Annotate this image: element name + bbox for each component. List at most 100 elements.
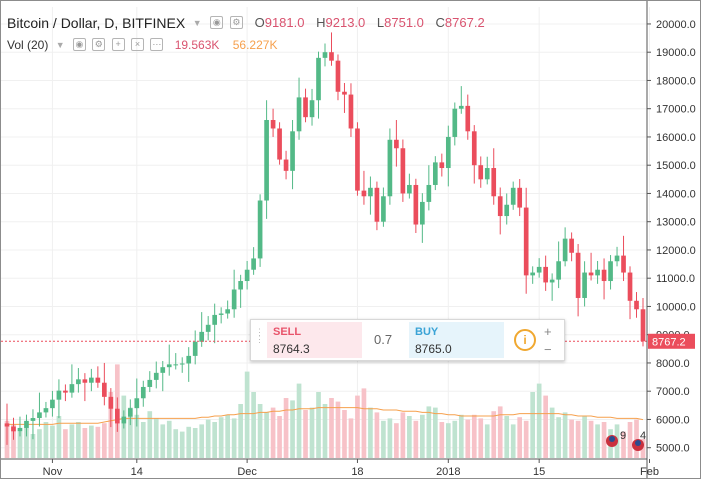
y-tick-label: 11000.0 (656, 273, 695, 285)
candle-body (11, 426, 16, 432)
candle-body (608, 261, 613, 282)
volume-bar (342, 410, 347, 458)
volume-bar (95, 426, 101, 458)
candle-body (381, 196, 386, 222)
info-icon[interactable]: i (514, 329, 536, 351)
close-icon[interactable]: × (131, 38, 144, 52)
candle-body (4, 423, 10, 427)
candle-body (212, 314, 218, 325)
eye-icon[interactable]: ◉ (210, 16, 224, 30)
candle-body (355, 128, 360, 191)
volume-bar (205, 419, 211, 458)
legend-main: Bitcoin / Dollar, D, BITFINEX ▼ ◉ ⚙ O918… (7, 14, 485, 31)
quantity-minus-button[interactable]: − (544, 342, 552, 357)
candle-body (166, 364, 172, 368)
last-price-tag: 8767.2 (648, 333, 695, 349)
chevron-down-icon[interactable]: ▼ (192, 17, 202, 28)
events-flags[interactable]: 9 4 (604, 430, 650, 456)
volume-bar (348, 418, 354, 458)
quantity-plus-button[interactable]: + (544, 324, 552, 339)
candle-body (413, 184, 419, 225)
candle-body (186, 355, 192, 364)
candle-body (147, 379, 153, 387)
volume-bar (491, 411, 497, 458)
candle-body (361, 190, 367, 197)
candle-body (114, 408, 120, 424)
candle-body (82, 379, 88, 383)
candle-body (309, 100, 315, 118)
volume-bar (556, 417, 561, 458)
symbol-title[interactable]: Bitcoin / Dollar, D, BITFINEX (7, 14, 186, 31)
candle-body (316, 57, 321, 101)
x-tick-label: 14 (131, 466, 143, 478)
volume-label[interactable]: Vol (20) (7, 37, 49, 52)
volume-bar (24, 426, 29, 458)
volume-bar (543, 395, 548, 458)
candle-body (582, 272, 587, 298)
buy-price: 8765.0 (415, 342, 452, 356)
y-tick-label: 5000.0 (656, 443, 690, 455)
volume-bar (264, 412, 269, 458)
volume-bar (290, 400, 295, 458)
candle-body (17, 427, 23, 432)
candle-body (37, 412, 42, 419)
candle-body (153, 372, 159, 380)
candle-body (575, 252, 581, 298)
close-value: 8767.2 (444, 15, 485, 31)
volume-bar (549, 407, 555, 458)
candle-body (452, 108, 458, 137)
more-icon[interactable]: ⋯ (150, 38, 164, 52)
price-axis: 20000.0 19000.0 18000.0 17000.0 16000.0 15000… (646, 1, 696, 478)
volume-bar (588, 420, 594, 458)
volume-bar (465, 419, 471, 458)
volume-bar (640, 438, 646, 458)
volume-bar (270, 407, 276, 458)
eye-icon[interactable]: ◉ (72, 38, 86, 52)
volume-bar (504, 416, 510, 458)
y-tick-label: 15000.0 (656, 160, 696, 172)
volume-bar (536, 383, 542, 458)
sell-label: SELL (273, 326, 302, 338)
candle-body (244, 269, 250, 282)
candle-body (231, 289, 237, 310)
candle-body (205, 324, 211, 332)
volume-bar (225, 414, 230, 458)
candle-body (491, 168, 497, 197)
close-label: C (435, 15, 445, 31)
x-tick-label: Nov (43, 466, 63, 478)
candle-body (439, 162, 445, 169)
volume-bar (601, 422, 607, 458)
volume-bar (37, 429, 42, 458)
volume-bar (387, 418, 393, 458)
volume-bar (89, 425, 94, 458)
last-price-label: 8767.2 (652, 336, 686, 348)
volume-bar (361, 388, 367, 458)
volume-bar (582, 416, 587, 458)
candle-body (108, 396, 114, 409)
candle-body (322, 52, 328, 58)
settings-icon[interactable]: ⚙ (92, 38, 106, 52)
candle-body (63, 390, 68, 393)
candle-body (627, 272, 633, 301)
sell-price: 8764.3 (273, 342, 310, 356)
volume-bar (192, 428, 198, 458)
candle-body (199, 331, 205, 342)
volume-bar (413, 420, 419, 458)
volume-bar (303, 410, 308, 458)
volume-ma-line (7, 407, 644, 425)
sell-button[interactable]: SELL 8764.3 (267, 322, 362, 358)
candle-body (426, 184, 432, 202)
volume-bar (627, 422, 633, 458)
legend-volume: Vol (20) ▼ ◉ ⚙ + × ⋯ 19.563K 56.227K (7, 37, 277, 52)
x-tick-label: Dec (237, 466, 257, 478)
chevron-down-icon[interactable]: ▼ (55, 39, 65, 50)
add-icon[interactable]: + (111, 38, 125, 52)
drag-handle-icon[interactable]: ⋮ ⋮ (255, 327, 264, 344)
volume-bar (186, 426, 192, 458)
x-tick-label: 18 (351, 466, 363, 478)
settings-icon[interactable]: ⚙ (229, 16, 243, 30)
buy-button[interactable]: BUY 8765.0 (409, 322, 504, 358)
volume-bar (471, 414, 477, 458)
